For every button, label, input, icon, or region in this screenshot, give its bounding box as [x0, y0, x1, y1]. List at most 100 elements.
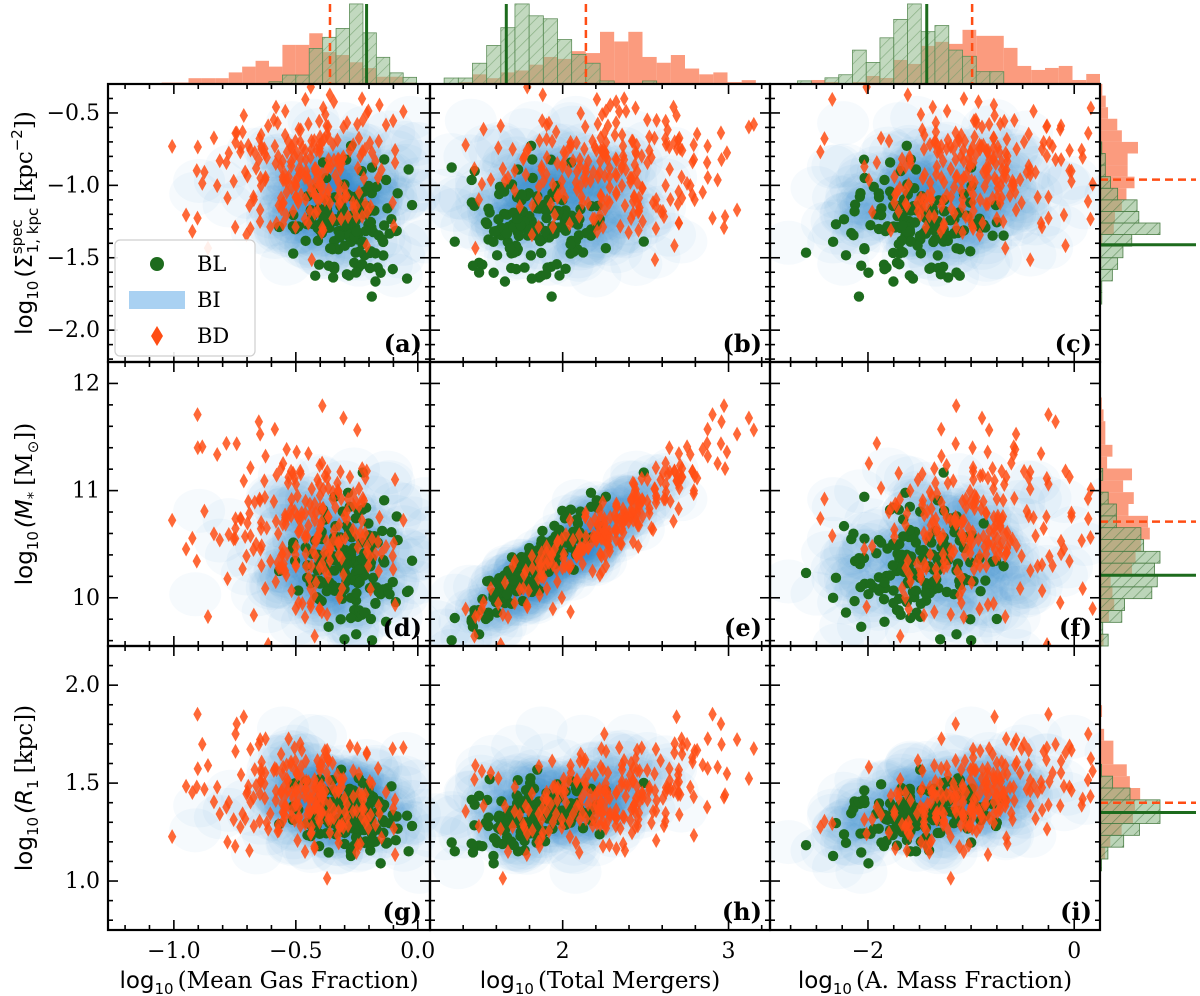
bd-point	[580, 141, 589, 157]
bl-point	[848, 528, 859, 539]
bd-point	[673, 470, 683, 486]
bd-point	[390, 792, 400, 808]
bl-hist-hatch	[1100, 811, 1160, 824]
bd-point	[270, 138, 280, 154]
bd-point	[192, 163, 201, 179]
bd-point	[269, 494, 279, 510]
bi-density	[546, 105, 599, 150]
bd-point	[519, 151, 528, 167]
bi-density	[305, 655, 357, 699]
bd-point	[931, 124, 941, 140]
bd-point	[1056, 595, 1065, 611]
bd-point	[336, 211, 346, 227]
bd-point	[595, 567, 605, 583]
bl-point	[480, 613, 492, 625]
bd-point	[1042, 470, 1052, 486]
bi-density	[953, 560, 1006, 605]
bd-point	[319, 222, 328, 238]
bd-point	[930, 461, 939, 477]
bd-point	[558, 159, 567, 175]
bl-hist-fill	[376, 57, 390, 84]
bd-point	[224, 527, 233, 543]
bd-point	[249, 607, 259, 623]
bd-point	[311, 548, 320, 564]
bd-point	[977, 119, 987, 135]
bd-point	[717, 152, 726, 168]
bd-point	[901, 159, 910, 175]
bl-point	[401, 810, 413, 821]
bl-point	[511, 213, 523, 224]
bl-point	[901, 140, 912, 151]
bd-point	[193, 706, 202, 722]
bd-point	[860, 159, 869, 175]
bd-point	[913, 472, 923, 488]
scatter-panel	[430, 84, 759, 302]
bd-point	[920, 127, 929, 143]
bd-point	[508, 558, 517, 574]
bl-point	[446, 162, 457, 173]
bl-point	[884, 157, 896, 168]
bd-point	[932, 521, 942, 537]
bd-point	[959, 153, 968, 169]
bd-point	[278, 546, 287, 562]
bd-point	[1011, 184, 1020, 200]
bi-density	[998, 564, 1051, 609]
bd-point	[322, 533, 331, 549]
bd-point	[510, 553, 519, 569]
bd-point	[575, 527, 584, 543]
bl-point	[975, 585, 986, 597]
bd-point	[510, 163, 519, 179]
bd-point	[932, 159, 941, 175]
bd-point	[246, 741, 255, 757]
bd-point	[282, 546, 292, 562]
bl-point	[370, 276, 381, 287]
bd-point	[307, 481, 316, 497]
bi-density	[390, 560, 430, 605]
bd-point	[630, 157, 640, 173]
bi-density	[390, 121, 430, 166]
bd-point	[360, 141, 370, 157]
bd-point	[970, 501, 979, 517]
bd-point	[968, 187, 978, 203]
bd-point	[388, 548, 397, 564]
bd-point	[672, 108, 681, 124]
bd-point	[294, 789, 303, 805]
bl-point	[905, 612, 916, 624]
bd-point	[352, 844, 361, 860]
bl-point	[493, 214, 504, 225]
bd-point	[991, 550, 1000, 566]
bd-point	[315, 601, 324, 617]
bd-point	[884, 133, 894, 149]
bd-point	[291, 557, 300, 573]
bl-point	[364, 262, 376, 274]
bd-point	[242, 786, 251, 802]
bd-point	[611, 94, 621, 110]
bl-point	[930, 234, 941, 245]
bd-point	[539, 173, 548, 189]
bd-point	[557, 173, 567, 189]
bl-point	[501, 228, 513, 239]
bd-point	[665, 139, 674, 155]
bd-point	[930, 208, 939, 224]
bd-point	[272, 467, 281, 483]
bl-point	[378, 250, 389, 261]
bd-point	[542, 556, 551, 572]
bd-point	[287, 138, 296, 154]
bd-point	[301, 143, 310, 159]
bd-point	[652, 112, 661, 128]
bd-point	[996, 518, 1005, 534]
bd-point	[981, 546, 991, 562]
bd-point	[362, 238, 371, 254]
bd-point	[274, 817, 283, 833]
bl-point	[888, 597, 899, 609]
bd-point	[310, 771, 319, 787]
bd-point	[1042, 636, 1052, 646]
bd-point	[294, 595, 303, 611]
bd-point	[977, 501, 986, 517]
bl-point	[373, 586, 384, 598]
bi-density	[590, 229, 643, 274]
bd-point	[261, 731, 270, 747]
bd-point	[538, 87, 547, 103]
bl-hist-hatch	[1100, 610, 1122, 623]
bd-point	[239, 473, 248, 489]
